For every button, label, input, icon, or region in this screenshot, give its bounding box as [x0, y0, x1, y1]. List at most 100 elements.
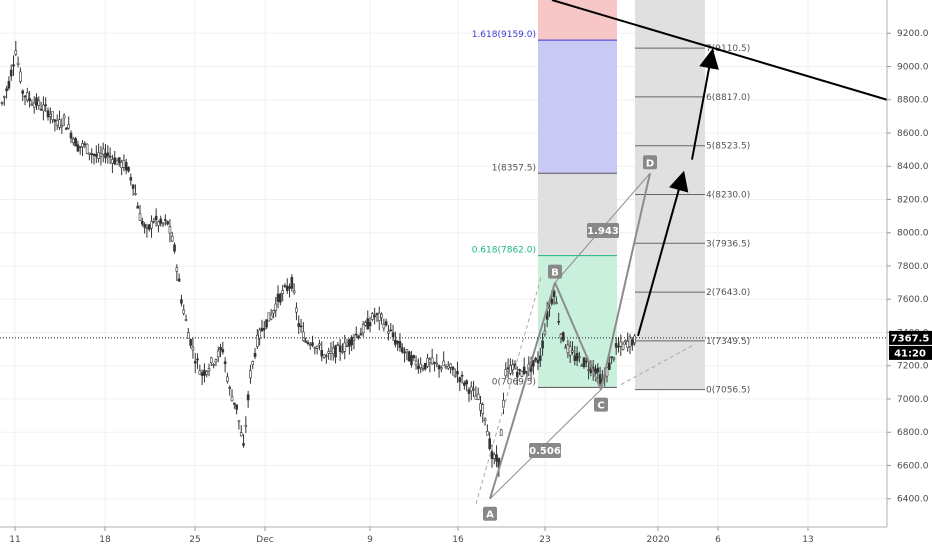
candle-body [617, 345, 620, 348]
candle-body [557, 320, 560, 323]
candle-body [341, 351, 344, 354]
candle-body [203, 369, 206, 376]
candle-body [495, 454, 498, 462]
candle-body [327, 351, 330, 354]
candle-body [12, 64, 15, 67]
fib-zone-blue [538, 40, 617, 174]
candle-body [368, 322, 372, 327]
candle-body [594, 368, 597, 374]
fib-extension-label: 4(8230.0) [706, 191, 750, 201]
candle-body [37, 100, 41, 106]
candle-body [212, 364, 215, 366]
candle-body [561, 332, 565, 341]
candle-body [258, 329, 261, 339]
pattern-dashed-cd [620, 343, 696, 386]
candle-body [587, 369, 590, 371]
candle-body [157, 221, 160, 226]
candle-body [143, 224, 146, 228]
candle-body [302, 331, 305, 341]
candle-body [626, 340, 629, 348]
candle-body [511, 364, 514, 371]
candle-body [292, 290, 296, 293]
x-tick-label: 16 [452, 535, 464, 545]
candle-body [256, 334, 259, 347]
candle-body [78, 146, 82, 148]
candle-body [108, 155, 112, 158]
candle-body [444, 366, 448, 369]
candle-body [403, 351, 406, 354]
candle-body [51, 111, 54, 120]
abcd-pattern[interactable]: A B C D 0.506 1.943 [475, 155, 696, 521]
candle-body [308, 344, 312, 346]
candle-body [53, 119, 57, 122]
candle-body [548, 306, 551, 309]
candle-body [55, 120, 59, 126]
candle-body [318, 343, 321, 346]
candle-body [476, 393, 480, 400]
candle-body [30, 103, 34, 106]
candle-body [536, 359, 540, 364]
candle-body [426, 357, 429, 367]
candle-body [85, 143, 89, 154]
projection-arrows[interactable] [551, 0, 888, 337]
candle-body [612, 357, 616, 360]
pattern-point-label: A [486, 510, 494, 521]
candle-body [456, 371, 459, 375]
y-tick-label: 8600.0 [897, 129, 929, 139]
candle-body [28, 98, 31, 102]
candle-body [357, 335, 360, 339]
candle-body [559, 334, 563, 339]
pattern-ratio-label: 1.943 [587, 226, 619, 237]
y-tick-label: 7000.0 [897, 395, 929, 405]
fib-extension-label: 7(9110.5) [706, 44, 750, 54]
candle-body [260, 327, 264, 332]
candle-body [60, 125, 64, 128]
y-tick-label: 6400.0 [897, 495, 929, 505]
candle-body [189, 339, 192, 346]
pattern-leg [489, 282, 556, 500]
candle-body [166, 221, 169, 225]
plot-area[interactable]: 1.618(9159.0) 1(8357.5) 0.618(7862.0) 0(706… [0, 0, 888, 527]
fib-extension-label: 1(7349.5) [706, 337, 750, 347]
candle-body [407, 351, 411, 362]
y-tick-label: 7200.0 [897, 362, 929, 372]
candle-body [253, 352, 257, 357]
candle-body [520, 370, 524, 377]
candle-body [469, 386, 473, 392]
x-tick-label: 11 [9, 535, 20, 545]
candle-body [543, 330, 547, 335]
candle-body [440, 367, 443, 370]
candle-body [345, 345, 349, 347]
candle-body [168, 226, 172, 234]
candle-body [564, 346, 567, 349]
candle-body [32, 102, 36, 108]
candle-body [154, 215, 158, 221]
candle-body [371, 313, 374, 320]
candle-body [343, 342, 347, 352]
candle-body [389, 329, 393, 332]
pattern-ratio-label: 0.506 [529, 446, 561, 457]
time-axis[interactable]: 11 18 25 Dec 9 16 23 2020 6 13 [9, 527, 814, 545]
y-tick-label: 7800.0 [897, 262, 929, 272]
fib-zone-grey [538, 173, 617, 256]
candle-body [451, 366, 455, 370]
candle-body [127, 166, 130, 172]
candle-body [152, 220, 156, 223]
candle-body [396, 340, 399, 344]
candle-body [267, 312, 271, 322]
pattern-point-box [643, 155, 657, 170]
pattern-point-label: B [551, 268, 559, 279]
candle-body [207, 368, 211, 372]
candle-body [101, 148, 105, 155]
candle-body [492, 454, 496, 459]
candle-body [435, 362, 439, 365]
candle-body [290, 277, 294, 289]
candle-body [221, 349, 225, 353]
candle-body [304, 340, 307, 343]
candle-body [428, 359, 432, 363]
candle-body [472, 388, 475, 391]
y-tick-label: 8000.0 [897, 229, 929, 239]
candle-body [131, 184, 135, 189]
candle-body [532, 359, 535, 367]
